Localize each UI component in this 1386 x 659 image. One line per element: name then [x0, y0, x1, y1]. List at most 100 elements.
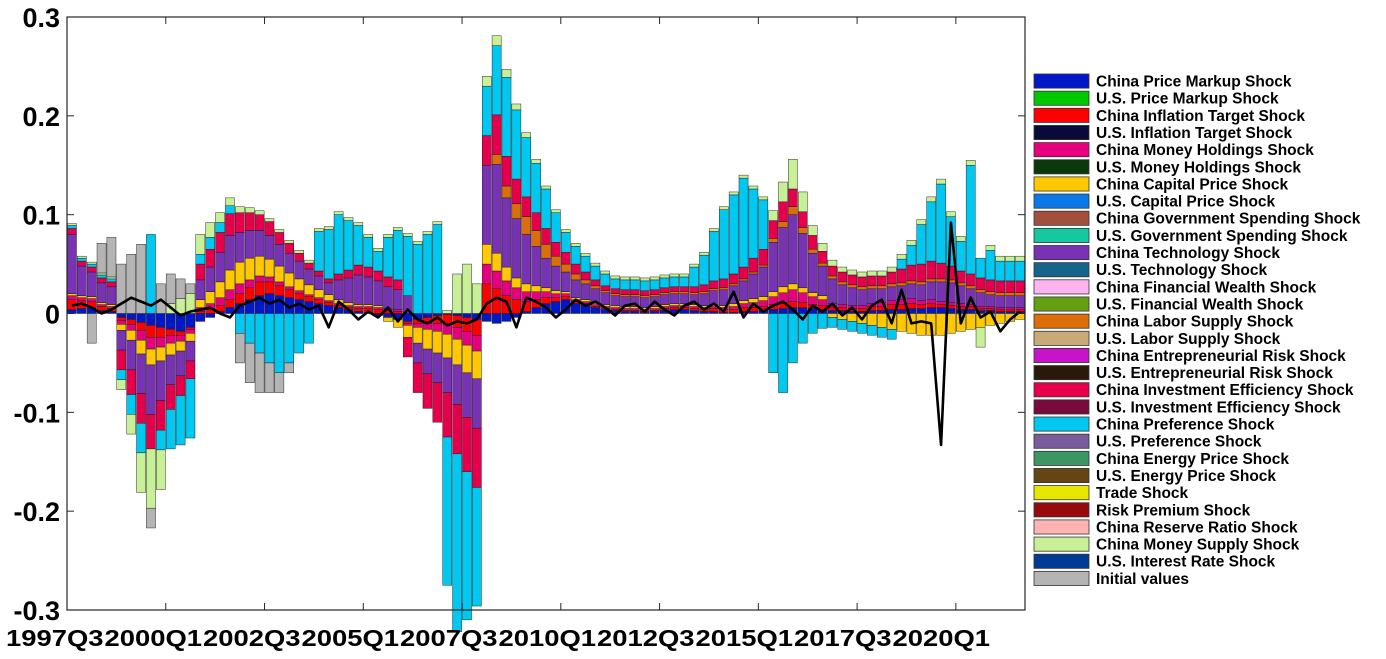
- bar-segment-series-10-period-60: [659, 294, 670, 305]
- bar-segment-series-2-period-5: [116, 317, 127, 321]
- bar-segment-series-18-period-43: [491, 114, 502, 155]
- bar-segment-series-10-period-12: [185, 340, 196, 362]
- bar-segment-series-14-period-49: [551, 255, 561, 267]
- bar-segment-series-4-period-29: [353, 306, 364, 309]
- bar-segment-series-20-period-47: [531, 163, 541, 213]
- bar-segment-series-2-period-18: [244, 287, 255, 300]
- bar-segment-series-18-period-22: [284, 243, 294, 254]
- bar-segment-series-10-period-50: [560, 271, 571, 292]
- bar-segment-series-29-period-20: [264, 362, 275, 393]
- bar-segment-series-6-period-21: [274, 265, 285, 283]
- bar-segment-series-10-period-80: [857, 289, 867, 306]
- bar-segment-series-27-period-25: [314, 228, 324, 232]
- bar-segment-series-14-period-91: [965, 285, 976, 290]
- bar-segment-series-2-period-95: [1005, 309, 1015, 312]
- bar-segment-series-6-period-23: [294, 278, 304, 291]
- bar-segment-series-10-period-43: [491, 164, 502, 254]
- bar-segment-series-18-period-64: [699, 284, 709, 292]
- bar-segment-series-27-period-3: [96, 272, 107, 276]
- bar-segment-series-6-period-48: [541, 287, 551, 292]
- bar-segment-series-4-period-94: [995, 307, 1006, 310]
- bar-segment-series-10-period-74: [798, 233, 808, 289]
- bar-segment-series-20-period-84: [896, 258, 907, 270]
- bar-segment-series-27-period-29: [353, 222, 364, 226]
- bar-segment-series-27-period-64: [699, 251, 709, 256]
- bar-segment-series-18-period-86: [916, 263, 927, 283]
- bar-segment-series-4-period-34: [402, 323, 413, 326]
- bar-segment-series-6-period-12: [185, 333, 196, 342]
- bar-segment-series-6-period-50: [560, 291, 571, 294]
- bar-segment-series-10-period-54: [600, 292, 611, 305]
- y-tick-label: -0.1: [13, 398, 60, 428]
- bar-segment-series-18-period-84: [896, 268, 907, 284]
- bar-segment-series-4-period-20: [264, 276, 275, 283]
- bar-segment-series-20-period-3: [96, 274, 107, 279]
- bar-segment-series-10-period-44: [501, 197, 512, 268]
- bar-segment-series-18-period-18: [244, 212, 255, 231]
- bar-segment-series-2-period-20: [264, 281, 275, 294]
- total-line: [71, 221, 1021, 447]
- bar-segment-series-27-period-88: [936, 178, 946, 185]
- bar-segment-series-6-period-22: [284, 272, 294, 288]
- bar-segment-series-6-period-24: [304, 284, 314, 295]
- legend-swatch: [1033, 433, 1090, 449]
- bar-segment-series-27-period-7: [136, 452, 146, 493]
- bar-segment-series-27-period-78: [837, 266, 848, 273]
- bar-segment-series-6-period-59: [649, 306, 660, 309]
- bar-segment-series-20-period-91: [965, 165, 976, 275]
- bar-segment-series-27-period-72: [778, 181, 788, 203]
- bar-segment-series-20-period-9: [156, 429, 166, 451]
- bar-segment-series-18-period-48: [541, 228, 551, 245]
- bar-segment-series-4-period-5: [116, 320, 127, 325]
- bar-segment-series-0-period-12: [185, 313, 196, 328]
- bar-segment-series-6-period-34: [402, 325, 413, 338]
- bar-segment-series-20-period-81: [867, 325, 877, 336]
- bar-segment-series-10-period-16: [225, 235, 235, 271]
- bar-segment-series-4-period-8: [146, 336, 156, 350]
- bar-segment-series-0-period-84: [896, 309, 907, 314]
- bar-segment-series-20-period-49: [551, 212, 561, 243]
- bar-segment-series-6-period-15: [215, 281, 225, 298]
- bar-segment-series-14-period-66: [719, 287, 729, 291]
- bar-segment-series-27-period-90: [956, 236, 966, 242]
- bar-segment-series-20-period-94: [995, 260, 1006, 282]
- bar-segment-series-20-period-88: [936, 183, 946, 264]
- bar-segment-series-4-period-76: [817, 299, 828, 306]
- legend-label: U.S. Investment Efficiency Shock: [1096, 399, 1341, 416]
- bar-segment-series-20-period-39: [452, 453, 462, 632]
- bar-segment-series-14-period-45: [511, 203, 522, 219]
- x-tick-label: 2002Q3: [203, 625, 301, 651]
- y-axis: -0.3 -0.2 -0.1 0 0.1 0.2 0.3: [13, 3, 1025, 626]
- bar-segment-series-10-period-9: [156, 360, 166, 401]
- bar-segment-series-20-period-52: [580, 255, 591, 273]
- bar-segment-series-20-period-60: [659, 277, 670, 289]
- bar-segment-series-10-period-23: [294, 260, 304, 280]
- bar-segment-series-20-period-15: [215, 222, 225, 233]
- bar-segment-series-27-period-51: [570, 243, 581, 247]
- bar-segment-series-10-period-69: [748, 273, 759, 299]
- bar-segment-series-18-period-0: [67, 228, 77, 235]
- x-tick-label: 2007Q3: [400, 625, 498, 651]
- bar-segment-series-20-period-79: [847, 321, 857, 332]
- bar-segment-series-20-period-96: [1015, 260, 1025, 282]
- bar-segment-series-14-period-43: [491, 154, 502, 165]
- bar-segment-series-2-period-6: [126, 319, 136, 325]
- bar-segment-series-20-period-32: [383, 237, 393, 278]
- bar-segment-series-6-period-38: [442, 334, 453, 359]
- bar-segment-series-14-period-56: [620, 294, 630, 297]
- bar-segment-series-18-period-21: [274, 232, 285, 245]
- bar-segment-series-0-period-94: [995, 311, 1006, 314]
- bar-segment-series-6-period-41: [472, 350, 482, 379]
- bar-segment-series-4-period-74: [798, 292, 808, 303]
- bar-segment-series-18-period-62: [679, 286, 690, 292]
- bar-segment-series-0-period-49: [551, 301, 561, 314]
- bar-segment-series-18-period-50: [560, 251, 571, 265]
- bar-segment-series-4-period-31: [373, 307, 383, 310]
- bar-segment-series-6-period-55: [610, 305, 620, 308]
- bar-segment-series-18-period-31: [373, 270, 383, 282]
- bar-segment-series-2-period-87: [926, 303, 936, 308]
- bar-segment-series-4-period-25: [314, 297, 324, 300]
- bar-segment-series-14-period-92: [975, 289, 986, 293]
- bar-segment-series-20-period-67: [728, 194, 739, 275]
- legend-swatch: [1033, 536, 1090, 552]
